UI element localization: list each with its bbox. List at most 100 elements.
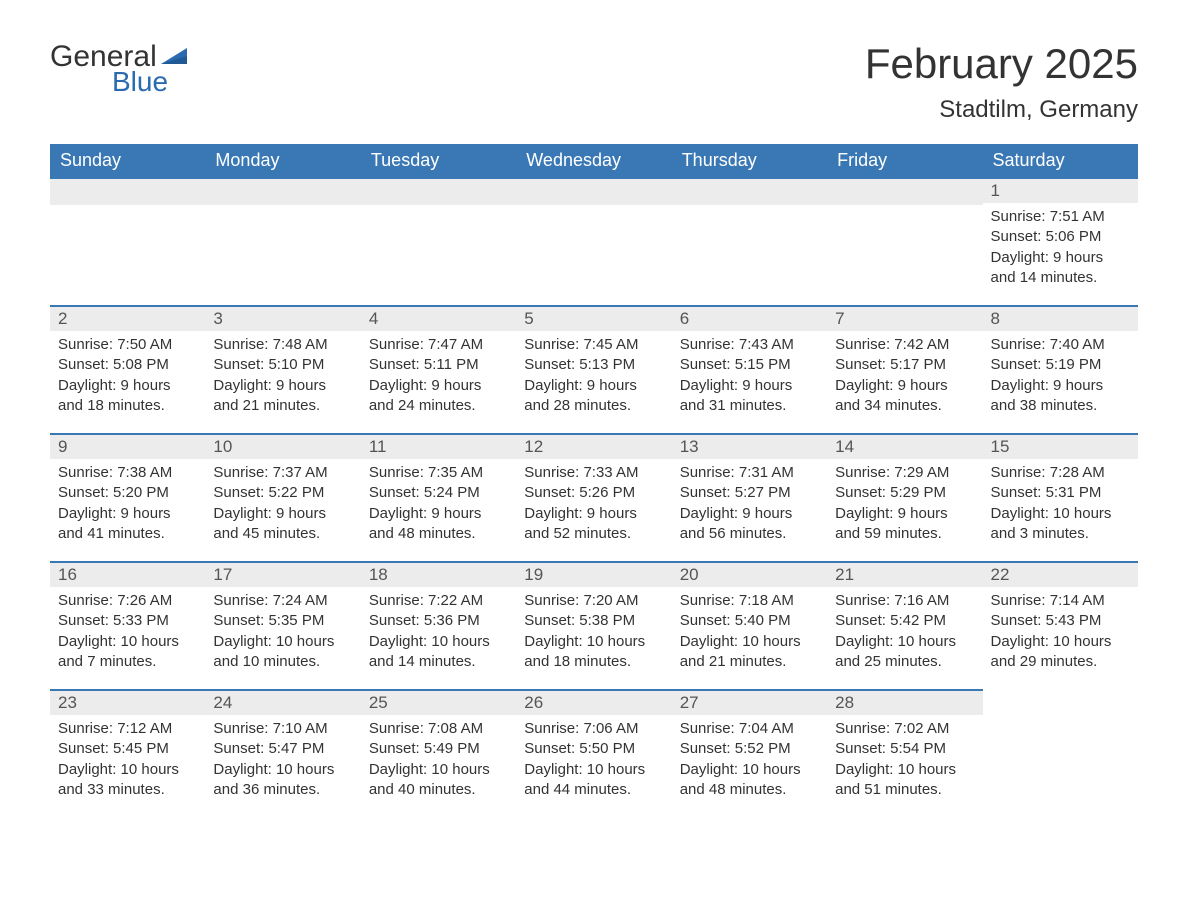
day-number: 12 <box>516 433 671 459</box>
day-cell: 21Sunrise: 7:16 AMSunset: 5:42 PMDayligh… <box>827 561 982 689</box>
day-number: 14 <box>827 433 982 459</box>
sunrise-line: Sunrise: 7:24 AM <box>213 591 352 611</box>
day-body: Sunrise: 7:10 AMSunset: 5:47 PMDaylight:… <box>205 715 360 810</box>
weekday-header-row: Sunday Monday Tuesday Wednesday Thursday… <box>50 144 1138 177</box>
day-number: 27 <box>672 689 827 715</box>
daylight-line: Daylight: 9 hours and 52 minutes. <box>524 504 663 545</box>
day-cell <box>516 177 671 305</box>
sunset-line: Sunset: 5:27 PM <box>680 483 819 503</box>
day-number: 22 <box>983 561 1138 587</box>
weekday-header: Monday <box>205 144 360 177</box>
day-number: 28 <box>827 689 982 715</box>
day-cell: 9Sunrise: 7:38 AMSunset: 5:20 PMDaylight… <box>50 433 205 561</box>
day-cell: 1Sunrise: 7:51 AMSunset: 5:06 PMDaylight… <box>983 177 1138 305</box>
day-cell: 10Sunrise: 7:37 AMSunset: 5:22 PMDayligh… <box>205 433 360 561</box>
day-body: Sunrise: 7:24 AMSunset: 5:35 PMDaylight:… <box>205 587 360 682</box>
sunrise-line: Sunrise: 7:02 AM <box>835 719 974 739</box>
sunset-line: Sunset: 5:19 PM <box>991 355 1130 375</box>
daylight-line: Daylight: 9 hours and 38 minutes. <box>991 376 1130 417</box>
sunrise-line: Sunrise: 7:38 AM <box>58 463 197 483</box>
day-cell: 14Sunrise: 7:29 AMSunset: 5:29 PMDayligh… <box>827 433 982 561</box>
week-row: 16Sunrise: 7:26 AMSunset: 5:33 PMDayligh… <box>50 561 1138 689</box>
day-cell: 27Sunrise: 7:04 AMSunset: 5:52 PMDayligh… <box>672 689 827 817</box>
sunrise-line: Sunrise: 7:35 AM <box>369 463 508 483</box>
day-body: Sunrise: 7:04 AMSunset: 5:52 PMDaylight:… <box>672 715 827 810</box>
daylight-line: Daylight: 9 hours and 31 minutes. <box>680 376 819 417</box>
sunrise-line: Sunrise: 7:14 AM <box>991 591 1130 611</box>
day-body: Sunrise: 7:06 AMSunset: 5:50 PMDaylight:… <box>516 715 671 810</box>
day-body: Sunrise: 7:16 AMSunset: 5:42 PMDaylight:… <box>827 587 982 682</box>
sunset-line: Sunset: 5:38 PM <box>524 611 663 631</box>
sunset-line: Sunset: 5:20 PM <box>58 483 197 503</box>
day-cell <box>827 177 982 305</box>
sunset-line: Sunset: 5:33 PM <box>58 611 197 631</box>
sunrise-line: Sunrise: 7:29 AM <box>835 463 974 483</box>
daylight-line: Daylight: 10 hours and 48 minutes. <box>680 760 819 801</box>
sunset-line: Sunset: 5:50 PM <box>524 739 663 759</box>
sunrise-line: Sunrise: 7:33 AM <box>524 463 663 483</box>
sunrise-line: Sunrise: 7:43 AM <box>680 335 819 355</box>
day-cell: 24Sunrise: 7:10 AMSunset: 5:47 PMDayligh… <box>205 689 360 817</box>
day-number: 7 <box>827 305 982 331</box>
day-number: 16 <box>50 561 205 587</box>
daylight-line: Daylight: 10 hours and 36 minutes. <box>213 760 352 801</box>
day-cell: 2Sunrise: 7:50 AMSunset: 5:08 PMDaylight… <box>50 305 205 433</box>
sunrise-line: Sunrise: 7:04 AM <box>680 719 819 739</box>
day-cell: 7Sunrise: 7:42 AMSunset: 5:17 PMDaylight… <box>827 305 982 433</box>
day-cell: 5Sunrise: 7:45 AMSunset: 5:13 PMDaylight… <box>516 305 671 433</box>
title-block: February 2025 Stadtilm, Germany <box>865 40 1138 124</box>
daylight-line: Daylight: 10 hours and 18 minutes. <box>524 632 663 673</box>
day-number <box>361 177 516 205</box>
header: General Blue February 2025 Stadtilm, Ger… <box>50 40 1138 124</box>
daylight-line: Daylight: 9 hours and 59 minutes. <box>835 504 974 545</box>
sunrise-line: Sunrise: 7:51 AM <box>991 207 1130 227</box>
day-cell: 3Sunrise: 7:48 AMSunset: 5:10 PMDaylight… <box>205 305 360 433</box>
day-cell <box>205 177 360 305</box>
day-body: Sunrise: 7:26 AMSunset: 5:33 PMDaylight:… <box>50 587 205 682</box>
day-cell: 16Sunrise: 7:26 AMSunset: 5:33 PMDayligh… <box>50 561 205 689</box>
day-body: Sunrise: 7:45 AMSunset: 5:13 PMDaylight:… <box>516 331 671 426</box>
day-number: 24 <box>205 689 360 715</box>
day-cell: 6Sunrise: 7:43 AMSunset: 5:15 PMDaylight… <box>672 305 827 433</box>
sunrise-line: Sunrise: 7:16 AM <box>835 591 974 611</box>
week-row: 23Sunrise: 7:12 AMSunset: 5:45 PMDayligh… <box>50 689 1138 817</box>
day-body: Sunrise: 7:18 AMSunset: 5:40 PMDaylight:… <box>672 587 827 682</box>
daylight-line: Daylight: 9 hours and 34 minutes. <box>835 376 974 417</box>
weekday-header: Friday <box>827 144 982 177</box>
weekday-header: Wednesday <box>516 144 671 177</box>
daylight-line: Daylight: 10 hours and 7 minutes. <box>58 632 197 673</box>
day-body <box>50 205 205 299</box>
day-number: 1 <box>983 177 1138 203</box>
day-number: 8 <box>983 305 1138 331</box>
sunrise-line: Sunrise: 7:28 AM <box>991 463 1130 483</box>
sunset-line: Sunset: 5:35 PM <box>213 611 352 631</box>
weekday-header: Sunday <box>50 144 205 177</box>
day-number <box>827 177 982 205</box>
day-number <box>205 177 360 205</box>
daylight-line: Daylight: 9 hours and 56 minutes. <box>680 504 819 545</box>
daylight-line: Daylight: 9 hours and 18 minutes. <box>58 376 197 417</box>
day-number: 25 <box>361 689 516 715</box>
day-body: Sunrise: 7:02 AMSunset: 5:54 PMDaylight:… <box>827 715 982 810</box>
day-number: 13 <box>672 433 827 459</box>
daylight-line: Daylight: 10 hours and 33 minutes. <box>58 760 197 801</box>
day-number: 18 <box>361 561 516 587</box>
day-cell: 11Sunrise: 7:35 AMSunset: 5:24 PMDayligh… <box>361 433 516 561</box>
daylight-line: Daylight: 10 hours and 3 minutes. <box>991 504 1130 545</box>
day-number: 3 <box>205 305 360 331</box>
day-cell: 22Sunrise: 7:14 AMSunset: 5:43 PMDayligh… <box>983 561 1138 689</box>
sunrise-line: Sunrise: 7:45 AM <box>524 335 663 355</box>
day-body: Sunrise: 7:40 AMSunset: 5:19 PMDaylight:… <box>983 331 1138 426</box>
day-body <box>361 205 516 299</box>
day-cell: 28Sunrise: 7:02 AMSunset: 5:54 PMDayligh… <box>827 689 982 817</box>
day-cell <box>672 177 827 305</box>
day-number: 20 <box>672 561 827 587</box>
daylight-line: Daylight: 10 hours and 51 minutes. <box>835 760 974 801</box>
sunrise-line: Sunrise: 7:37 AM <box>213 463 352 483</box>
day-cell: 17Sunrise: 7:24 AMSunset: 5:35 PMDayligh… <box>205 561 360 689</box>
daylight-line: Daylight: 9 hours and 45 minutes. <box>213 504 352 545</box>
day-body: Sunrise: 7:38 AMSunset: 5:20 PMDaylight:… <box>50 459 205 554</box>
sunset-line: Sunset: 5:13 PM <box>524 355 663 375</box>
weekday-header: Tuesday <box>361 144 516 177</box>
daylight-line: Daylight: 10 hours and 10 minutes. <box>213 632 352 673</box>
